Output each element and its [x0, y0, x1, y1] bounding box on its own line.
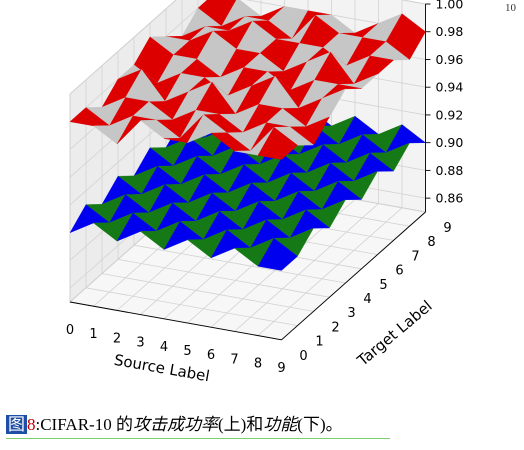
z-tick-label: 0.98 — [436, 24, 464, 39]
axes-lines — [69, 4, 426, 341]
y-tick-label: 4 — [363, 292, 371, 307]
y-tick-label: 6 — [395, 264, 403, 279]
z-tick-label: 0.94 — [436, 80, 464, 95]
x-axis-line — [69, 301, 282, 341]
x-tick-label: 3 — [136, 336, 144, 351]
x-tick-label: 4 — [160, 340, 168, 355]
figure-label: 图 — [6, 415, 27, 434]
grid-line — [133, 244, 346, 284]
page-number: 10 — [505, 2, 516, 14]
grid-line — [117, 259, 330, 298]
x-tick-label: 5 — [183, 344, 191, 359]
caption-term-function: 功能 — [263, 415, 298, 434]
grid-line — [234, 203, 379, 332]
y-axis-line — [281, 211, 426, 341]
surface-chart: 0 1 2 3 4 5 6 7 8 901234567890.860.880.900.920.94… — [66, 0, 464, 386]
upper-surface — [69, 0, 426, 160]
y-tick-label: 7 — [411, 249, 419, 264]
x-tick-label: 7 — [230, 352, 238, 367]
y-axis-label: Target Label — [353, 297, 436, 370]
caption-text-3: (下)。 — [297, 415, 343, 434]
y-tick-label: 1 — [315, 335, 323, 350]
z-tick-label: 0.88 — [436, 163, 464, 178]
caption-text-2: (上)和 — [217, 415, 264, 434]
z-tick-label: 1.00 — [436, 0, 464, 12]
caption-term-attack: 攻击成功率 — [132, 415, 218, 434]
grid-line — [101, 273, 314, 312]
grid-line — [257, 207, 403, 336]
x-tick-label: 1 — [89, 327, 97, 342]
lower-surface-cell — [257, 237, 298, 271]
x-tick-label: 9 — [277, 361, 285, 376]
figure-number: 8 — [27, 415, 36, 434]
y-tick-label: 8 — [427, 235, 435, 250]
y-tick-label: 9 — [443, 221, 451, 236]
y-tick-label: 2 — [331, 320, 339, 335]
y-tick-label: 5 — [379, 278, 387, 293]
grid-line — [69, 0, 177, 95]
x-tick-label: 0 — [66, 323, 74, 338]
grid-line — [85, 287, 298, 326]
y-tick-label: 3 — [347, 306, 355, 321]
x-axis-label: Source Label — [113, 351, 211, 386]
y-tick-label: 0 — [299, 349, 307, 364]
z-tick-label: 0.90 — [436, 135, 464, 150]
x-tick-label: 8 — [254, 357, 262, 372]
upper-surface-cell — [257, 127, 298, 160]
z-tick-label: 0.96 — [436, 52, 464, 67]
tick-labels: 0 1 2 3 4 5 6 7 8 901234567890.860.880.900.920.94… — [66, 0, 464, 376]
x-tick-label: 6 — [207, 348, 215, 363]
caption-text-1: :CIFAR-10 的 — [35, 415, 133, 434]
z-tick-label: 0.86 — [436, 191, 464, 206]
z-tick-label: 0.92 — [436, 107, 464, 122]
x-tick-label: 2 — [113, 331, 121, 346]
figure-caption: 图 8:CIFAR-10 的攻击成功率(上)和功能(下)。 — [6, 410, 390, 439]
